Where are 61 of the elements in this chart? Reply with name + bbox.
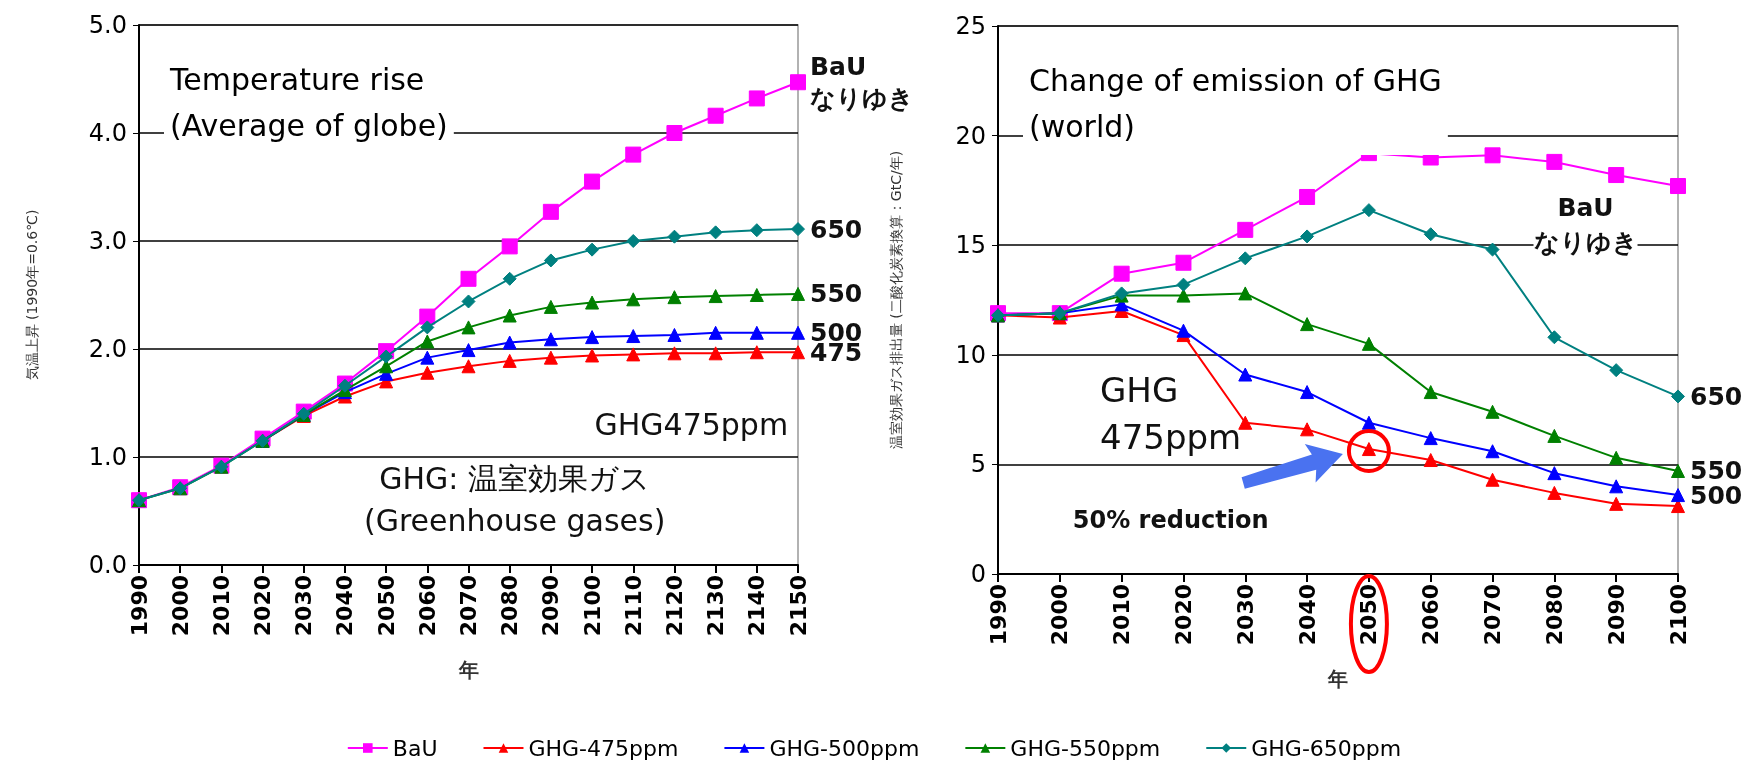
y-tick-label: 2.0	[88, 335, 127, 363]
x-tick-label: 2020	[1170, 584, 1196, 646]
x-axis-title: 年	[1327, 667, 1348, 691]
x-tick-label: 2040	[1294, 584, 1320, 646]
y-tick-label: 20	[955, 121, 986, 150]
x-tick-label: 2000	[1047, 584, 1073, 646]
y-tick-label: 5	[970, 450, 986, 479]
legend-label: GHG-650ppm	[1251, 735, 1402, 761]
x-tick-label: 2100	[1665, 584, 1691, 646]
y-tick-label: 0	[970, 560, 986, 588]
text: BaU なりゆき	[810, 51, 914, 113]
x-tick-label: 2140	[744, 575, 770, 637]
x-tick-label: 2080	[497, 575, 523, 637]
x-tick-label: 2040	[332, 575, 358, 637]
x-tick-label: 2010	[208, 575, 234, 637]
annotation: 50% reduction	[1072, 505, 1269, 534]
x-tick-label: 2080	[1541, 584, 1567, 646]
x-tick-label: 2130	[703, 575, 729, 637]
x-tick-label: 2010	[1109, 584, 1135, 646]
x-tick-label: 2070	[1480, 584, 1506, 646]
y-tick-label: 4.0	[88, 119, 127, 147]
x-tick-label: 2050	[1356, 584, 1382, 646]
y-tick-label: 1.0	[88, 443, 127, 471]
x-tick-label: 1990	[985, 584, 1011, 646]
x-tick-label: 2000	[167, 575, 193, 637]
x-tick-label: 2150	[785, 575, 811, 637]
y-tick-label: 25	[955, 12, 986, 40]
text: Change of emission of GHG (world)	[1029, 62, 1442, 144]
x-axis-title: 年	[457, 658, 479, 682]
x-tick-label: 2070	[456, 575, 481, 637]
x-tick-label: 2120	[661, 575, 687, 637]
annotation: GHG: 温室効果ガス (Greenhouse gases)	[363, 460, 666, 538]
x-tick-label: 2110	[620, 575, 646, 637]
y-tick-label: 15	[955, 231, 986, 260]
text: Temperature rise (Average of globe)	[169, 61, 448, 143]
legend-label: GHG-475ppm	[528, 735, 679, 761]
text: 550	[810, 279, 863, 309]
x-tick-label: 2060	[1418, 584, 1444, 646]
text: 650	[810, 214, 863, 244]
x-tick-label: 2050	[373, 575, 399, 637]
x-tick-label: 1990	[126, 575, 152, 637]
annotation: GHG475ppm	[594, 406, 789, 442]
legend-label: BaU	[392, 735, 438, 761]
y-tick-label: 3.0	[88, 227, 127, 255]
x-tick-label: 2030	[1232, 584, 1258, 646]
x-tick-label: 2090	[1603, 584, 1629, 646]
x-tick-label: 2020	[250, 575, 276, 637]
legend-label: GHG-550ppm	[1010, 735, 1161, 761]
y-axis-title: 温室効果ガス排出量 (二酸化炭素換算：GtC/年)	[888, 150, 904, 450]
y-tick-label: 0.0	[88, 551, 127, 579]
x-tick-label: 2060	[414, 575, 440, 637]
y-tick-label: 10	[955, 340, 986, 369]
annotation: GHG 475ppm	[1100, 369, 1242, 458]
x-tick-label: 2030	[291, 575, 317, 637]
x-tick-label: 2090	[538, 575, 564, 637]
x-tick-label: 2100	[579, 575, 605, 637]
text: 650	[1690, 381, 1743, 411]
annotation: BaU なりゆき	[1533, 193, 1638, 258]
y-axis-title: 気温上昇 (1990年=0.6℃)	[24, 209, 40, 381]
legend-label: GHG-500ppm	[769, 735, 920, 761]
y-tick-label: 5.0	[88, 11, 127, 39]
